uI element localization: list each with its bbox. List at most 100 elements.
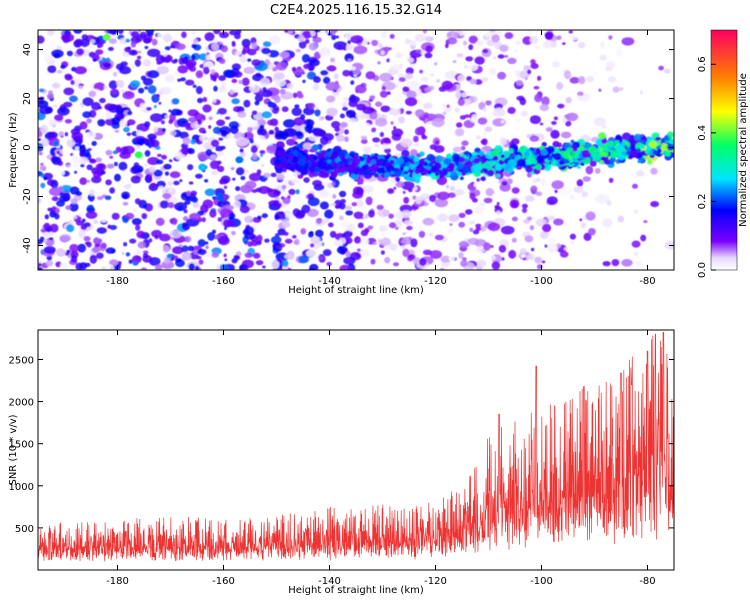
heatmap-cell-3530 <box>413 156 420 162</box>
heatmap-cell-1654 <box>159 200 169 209</box>
heatmap-cell-633 <box>382 210 390 216</box>
heatmap-cell-985 <box>261 213 268 219</box>
heatmap-cell-2011 <box>375 101 383 107</box>
heatmap-cell-883 <box>309 67 314 71</box>
heatmap-cell-830 <box>138 87 145 94</box>
heatmap-cell-3490 <box>665 152 671 157</box>
heatmap-cell-363 <box>164 171 170 176</box>
colorbar-tick-label: 0.6 <box>697 56 708 72</box>
heatmap-cell-538 <box>262 265 266 269</box>
heatmap-cell-1786 <box>318 189 330 198</box>
heatmap-cell-1899 <box>345 44 353 51</box>
heatmap-cell-746 <box>171 98 180 105</box>
heatmap-cell-16 <box>608 35 613 40</box>
heatmap-cell-1384 <box>284 254 290 259</box>
heatmap-cell-3507 <box>495 164 503 171</box>
heatmap-cell-612 <box>153 105 157 109</box>
heatmap-cell-494 <box>553 218 564 226</box>
heatmap-cell-1802 <box>229 89 234 95</box>
heatmap-cell-1535 <box>155 159 164 165</box>
heatmap-cell-2842 <box>383 172 391 178</box>
heatmap-cell-1868 <box>469 192 476 200</box>
heatmap-cell-2019 <box>125 38 131 43</box>
heatmap-cell-1910 <box>74 146 80 151</box>
heatmap-cell-294 <box>142 59 151 67</box>
heatmap-cell-1872 <box>267 189 281 198</box>
heatmap-cell-1235 <box>310 236 321 244</box>
heatmap-cell-535 <box>434 62 438 66</box>
heatmap-cell-413 <box>270 172 277 178</box>
heatmap-cell-251 <box>547 215 556 221</box>
heatmap-cell-1400 <box>110 89 119 95</box>
heatmap-cell-1614 <box>329 230 337 238</box>
heatmap-cell-3553 <box>588 146 597 154</box>
heatmap-cell-1014 <box>477 117 488 125</box>
heatmap-cell-1615 <box>38 88 45 93</box>
heatmap-cell-1417 <box>250 145 258 154</box>
heatmap-cell-3373 <box>274 159 281 166</box>
heatmap-cell-1796 <box>292 208 301 217</box>
heatmap-cell-3435 <box>352 158 361 166</box>
heatmap-cell-277 <box>501 257 505 261</box>
heatmap-cell-1612 <box>447 37 458 45</box>
heatmap-cell-218 <box>195 86 203 95</box>
heatmap-cell-478 <box>217 107 227 115</box>
heatmap-cell-999 <box>126 119 136 126</box>
heatmap-cell-3399 <box>599 160 604 164</box>
heatmap-cell-1118 <box>368 233 375 238</box>
heatmap-cell-1746 <box>377 61 381 65</box>
heatmap-cells <box>38 30 674 270</box>
heatmap-cell-196 <box>472 229 480 235</box>
heatmap-cell-1404 <box>130 50 136 54</box>
heatmap-cell-2003 <box>47 65 57 74</box>
heatmap-cell-1493 <box>78 85 83 90</box>
heatmap-cell-608 <box>397 116 406 124</box>
heatmap-cell-1338 <box>291 66 297 72</box>
heatmap-cell-3531 <box>638 143 646 150</box>
heatmap-cell-788 <box>528 30 533 34</box>
heatmap-cell-995 <box>179 131 189 139</box>
heatmap-cell-3516 <box>373 173 379 178</box>
heatmap-cell-1933 <box>300 228 307 235</box>
heatmap-cell-1348 <box>330 202 336 207</box>
heatmap-cell-1431 <box>300 114 306 120</box>
heatmap-cell-1753 <box>191 196 198 203</box>
heatmap-cell-1702 <box>74 38 84 47</box>
heatmap-cell-1661 <box>246 58 252 62</box>
heatmap-cell-14 <box>345 210 354 216</box>
heatmap-cell-717 <box>558 186 572 196</box>
heatmap-cell-841 <box>393 126 397 130</box>
heatmap-cell-1832 <box>60 64 66 69</box>
heatmap-cell-1682 <box>217 217 222 222</box>
heatmap-cell-793 <box>209 209 217 218</box>
y-tick-label: 0 <box>22 144 33 150</box>
heatmap-cell-235 <box>326 65 337 72</box>
heatmap-cell-712 <box>101 266 107 270</box>
heatmap-cell-1739 <box>599 54 607 61</box>
heatmap-cell-1659 <box>69 186 80 195</box>
heatmap-cell-991 <box>562 42 566 45</box>
heatmap-cell-923 <box>136 130 144 137</box>
heatmap-cell-93 <box>395 52 404 59</box>
heatmap-cell-1016 <box>169 130 177 136</box>
heatmap-cell-3459 <box>435 172 439 176</box>
heatmap-cell-1820 <box>211 252 220 258</box>
heatmap-cell-2443 <box>419 151 425 157</box>
heatmap-cell-1044 <box>105 111 113 120</box>
heatmap-cell-915 <box>144 163 148 167</box>
heatmap-cell-1352 <box>468 63 479 71</box>
heatmap-cell-962 <box>460 260 468 267</box>
heatmap-cell-1260 <box>319 201 329 210</box>
heatmap-cell-432 <box>70 153 74 156</box>
heatmap-cell-1251 <box>511 216 518 222</box>
heatmap-cell-1090 <box>117 261 122 266</box>
heatmap-cell-1075 <box>529 35 538 45</box>
heatmap-cell-1766 <box>194 265 200 270</box>
heatmap-cell-1673 <box>261 111 272 119</box>
heatmap-cell-1480 <box>191 31 196 35</box>
heatmap-cell-1272 <box>163 163 172 170</box>
heatmap-cell-1916 <box>219 208 232 218</box>
heatmap-cell-1982 <box>350 35 364 44</box>
heatmap-cell-724 <box>59 170 65 176</box>
heatmap-cell-1155 <box>615 48 623 57</box>
